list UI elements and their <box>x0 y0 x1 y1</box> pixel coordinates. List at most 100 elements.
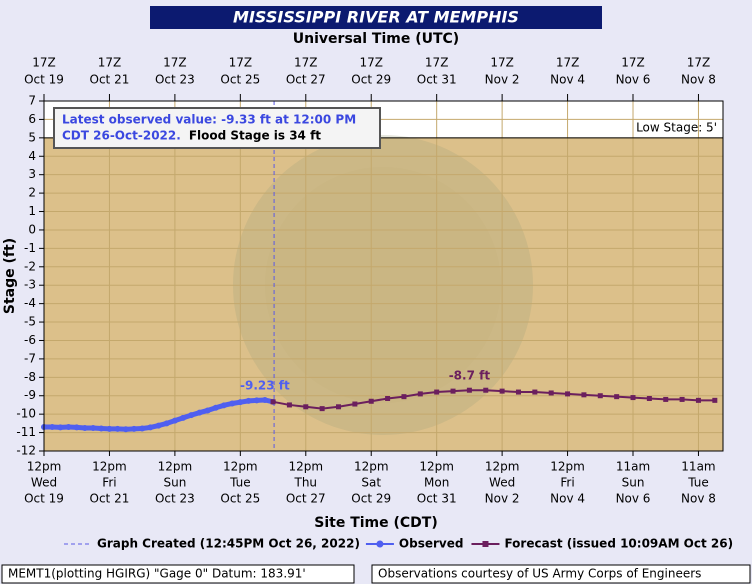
forecast-point <box>434 389 440 395</box>
y-tick-label: 1 <box>28 204 36 218</box>
legend-label: Observed <box>399 537 464 551</box>
x-tick-label: Wed <box>31 476 57 490</box>
x-tick-label: Tue <box>687 476 709 490</box>
footer-box <box>371 564 751 584</box>
x-tick-label: Nov 4 <box>550 492 585 506</box>
x2-tick-label: 17Z <box>294 56 318 70</box>
observed-point <box>130 425 137 432</box>
forecast-point <box>450 388 456 394</box>
x-tick-label: 12pm <box>27 460 62 474</box>
x-tick-label: Sun <box>622 476 645 490</box>
observed-point <box>155 422 162 429</box>
forecast-point <box>303 404 309 410</box>
x-tick-label: Oct 23 <box>155 492 195 506</box>
forecast-point <box>614 394 620 400</box>
observed-point <box>65 424 72 431</box>
forecast-point <box>385 396 391 401</box>
y-tick-label: 5 <box>28 130 36 144</box>
forecast-point <box>466 387 472 393</box>
plot-frame <box>43 100 724 452</box>
x-tick-label: Mon <box>424 476 449 490</box>
x-tick-label: 12pm <box>419 460 454 474</box>
annotation: -8.7 ft <box>449 369 491 383</box>
x2-tick-label: 17Z <box>490 56 514 70</box>
observed-point <box>261 396 268 403</box>
y-tick-label: -1 <box>24 241 36 255</box>
x-tick-label: Oct 19 <box>24 492 64 506</box>
x-tick-label: Oct 25 <box>220 492 260 506</box>
x-tick-label: Fri <box>560 476 574 490</box>
title-bar <box>150 6 602 29</box>
y-tick-label: -9 <box>24 388 36 402</box>
y-tick-label: 7 <box>28 94 36 108</box>
x2-tick-label: Oct 25 <box>220 73 260 87</box>
y-tick-label: -3 <box>24 278 36 292</box>
forecast-point <box>515 389 521 395</box>
y-tick-label: -12 <box>16 444 36 458</box>
series-line <box>272 389 715 410</box>
x-tick-label: Oct 29 <box>351 492 391 506</box>
observed-point <box>253 397 260 404</box>
forecast-point <box>401 394 407 400</box>
x-tick-label: Sat <box>361 476 381 490</box>
y-tick-label: 6 <box>28 112 36 126</box>
x-tick-label: Nov 2 <box>485 492 520 506</box>
observed-point <box>163 420 170 427</box>
footer-left: MEMT1(plotting HGIRG) "Gage 0" Datum: 18… <box>8 567 306 581</box>
observed-point <box>106 425 113 432</box>
y-tick-label: 3 <box>28 167 36 181</box>
observed-point <box>49 424 56 431</box>
observed-point <box>122 426 129 433</box>
footer-box <box>1 564 355 584</box>
info-box <box>53 107 381 149</box>
forecast-point <box>352 401 358 407</box>
x2-tick-label: Nov 2 <box>485 73 520 87</box>
forecast-point <box>581 392 587 398</box>
x-axis-title: Site Time (CDT) <box>314 515 438 531</box>
info-flood-stage: Flood Stage is 34 ft <box>189 129 321 143</box>
observed-point <box>245 397 252 404</box>
y-tick-label: -10 <box>16 407 36 421</box>
x2-tick-label: Oct 23 <box>155 73 195 87</box>
x-tick-label: Oct 27 <box>286 492 326 506</box>
forecast-point <box>532 389 538 395</box>
forecast-point <box>270 399 276 405</box>
x-tick-label: 12pm <box>288 460 323 474</box>
legend-marker <box>376 540 384 548</box>
annotation: -9.23 ft <box>240 378 290 392</box>
x-tick-label: Tue <box>229 476 251 490</box>
chart-title: MISSISSIPPI RIVER AT MEMPHIS <box>233 8 519 27</box>
observed-point <box>90 424 97 431</box>
x-tick-label: Thu <box>294 476 318 490</box>
x2-tick-label: 17Z <box>229 56 253 70</box>
observed-point <box>147 424 154 431</box>
observed-point <box>73 424 80 431</box>
observed-point <box>114 425 121 432</box>
x-tick-label: 12pm <box>223 460 258 474</box>
x-tick-label: 12pm <box>485 460 520 474</box>
observed-point <box>57 424 64 431</box>
x2-tick-label: Oct 29 <box>351 73 391 87</box>
forecast-point <box>336 404 342 410</box>
observed-point <box>98 425 105 432</box>
x2-tick-label: Oct 21 <box>90 73 130 87</box>
forecast-point <box>483 387 489 393</box>
footer-right: Observations courtesy of US Army Corps o… <box>378 567 701 581</box>
forecast-point <box>499 388 505 394</box>
x-tick-label: 12pm <box>550 460 585 474</box>
legend-marker <box>482 541 489 547</box>
x2-tick-label: 17Z <box>687 56 711 70</box>
observed-point <box>188 412 195 419</box>
observed-point <box>220 402 227 409</box>
forecast-point <box>319 406 325 412</box>
forecast-point <box>548 390 554 396</box>
info-observed: CDT 26-Oct-2022. <box>62 129 181 143</box>
x-tick-label: 11am <box>681 460 715 474</box>
y-tick-label: -5 <box>24 315 36 329</box>
observed-point <box>229 400 236 407</box>
x-tick-label: Sun <box>163 476 186 490</box>
observed-point <box>204 407 211 414</box>
plot-area <box>44 101 723 451</box>
